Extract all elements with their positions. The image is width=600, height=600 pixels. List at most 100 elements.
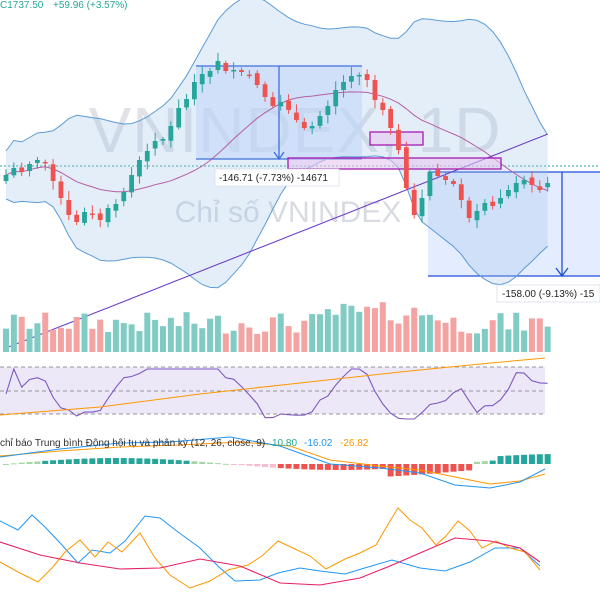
candle-body — [192, 82, 197, 100]
candle-body — [341, 82, 346, 91]
volume-bar — [3, 328, 9, 352]
candle-body — [50, 164, 56, 181]
macd-hist-bar — [293, 464, 300, 469]
macd-hist-bar — [89, 458, 96, 464]
candle-body — [97, 213, 103, 220]
measure-label-1: -146.71 (-7.73%) -14671 — [219, 173, 328, 184]
bollinger-band-fill — [6, 0, 548, 288]
volume-bar — [426, 314, 433, 352]
candle-body — [176, 108, 182, 128]
volume-bar — [42, 312, 49, 352]
measure-label-2: -158.00 (-9.13%) -15 — [502, 289, 595, 300]
volume-bar — [191, 323, 198, 352]
macd-hist-bar — [175, 460, 182, 464]
macd-hist-bar — [144, 458, 151, 464]
macd-hist-bar — [65, 459, 72, 464]
macd-hist-bar — [419, 464, 426, 475]
candle-body — [403, 147, 409, 188]
candle-body — [168, 126, 174, 141]
candle-body — [270, 97, 276, 106]
macd-hist-bar — [238, 464, 245, 466]
volume-bar — [10, 314, 17, 352]
macd-hist-bar — [112, 458, 119, 464]
macd-hist-bar — [128, 458, 135, 464]
macd-hist-bar — [317, 464, 323, 470]
candle-body — [231, 70, 237, 72]
candle-body — [82, 212, 87, 223]
macd-hist-bar — [371, 464, 378, 470]
volume-bar — [379, 302, 386, 352]
macd-hist-bar — [489, 460, 496, 464]
macd-hist-bar — [474, 461, 480, 464]
volume-bar — [356, 311, 363, 352]
volume-bar — [411, 307, 418, 352]
macd-hist-bar — [521, 454, 528, 464]
measure-arrow-1-head — [273, 151, 285, 161]
candle-body — [137, 160, 142, 177]
header-symbol-price: C1737.50 — [0, 0, 44, 11]
macd-hist-bar — [426, 464, 433, 474]
macd-hist-bar — [207, 462, 214, 464]
macd-hist-bar — [450, 464, 457, 472]
candle-body — [349, 76, 354, 82]
macd-hist-bar — [544, 454, 551, 464]
macd-hist-bar — [26, 462, 33, 464]
volume-bar — [293, 332, 300, 352]
candle-body — [184, 99, 189, 108]
volume-bar — [442, 322, 449, 352]
volume-bar — [285, 326, 292, 352]
volume-bar — [481, 328, 488, 352]
candle-body — [458, 184, 464, 200]
candle-body — [152, 141, 158, 149]
candles — [3, 52, 551, 229]
volume-bar — [544, 326, 551, 352]
macd-line — [0, 436, 546, 489]
candle-body — [545, 183, 551, 188]
volume-bar — [238, 323, 245, 352]
volume-bar — [450, 317, 457, 352]
candle-body — [223, 62, 229, 71]
volume-bar — [434, 320, 441, 352]
volume-bar — [324, 309, 331, 352]
candle-body — [521, 180, 527, 185]
volume-bar — [466, 333, 473, 352]
macd-hist-bar — [167, 459, 174, 464]
volume-bar — [387, 320, 394, 352]
macd-hist-bar — [309, 464, 316, 470]
candle-body — [513, 183, 519, 193]
volume-bar — [128, 324, 135, 352]
volume-bar — [489, 320, 496, 352]
macd-hist-bar — [324, 464, 331, 470]
macd-title: chỉ báo Trung bình Động hội tụ và phân k… — [0, 437, 265, 449]
macd-hist-bar — [536, 454, 543, 464]
candle-body — [356, 75, 362, 77]
macd-hist-bar — [105, 458, 112, 464]
macd-hist-bar — [34, 461, 41, 464]
volume-bar — [497, 313, 504, 352]
candle-body — [207, 71, 213, 77]
bollinger-basis — [5, 91, 548, 193]
macd-hist-bar — [214, 463, 221, 465]
volume-bar — [246, 327, 253, 352]
macd-signal-line — [0, 441, 546, 485]
macd-hist-bar — [191, 461, 198, 464]
candle-body — [364, 74, 370, 80]
bollinger-lower — [5, 155, 548, 289]
candle-body — [129, 175, 134, 193]
volume-bar — [136, 331, 143, 352]
macd-hist-bar — [497, 456, 504, 464]
volume-bar — [230, 330, 237, 352]
candle-body — [215, 61, 221, 71]
candle-body — [105, 208, 111, 223]
measure-label-1-bg — [214, 168, 340, 187]
volume-bar — [120, 323, 127, 352]
candle-body — [74, 214, 80, 222]
volume-bar — [269, 317, 276, 352]
macd-hist-bar — [458, 464, 465, 472]
macd-hist-bar — [120, 458, 127, 464]
osc-orange-line — [0, 507, 541, 589]
volume-bar — [81, 313, 88, 352]
candle-body — [388, 109, 394, 128]
header-change: +59.96 (+3.57%) — [53, 0, 128, 11]
